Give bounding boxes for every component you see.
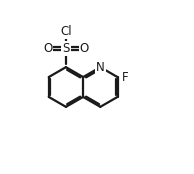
Text: N: N — [96, 61, 105, 74]
Text: S: S — [62, 42, 70, 55]
Text: F: F — [122, 71, 128, 84]
Text: O: O — [43, 42, 52, 55]
Text: O: O — [80, 42, 89, 55]
Text: Cl: Cl — [60, 25, 72, 38]
